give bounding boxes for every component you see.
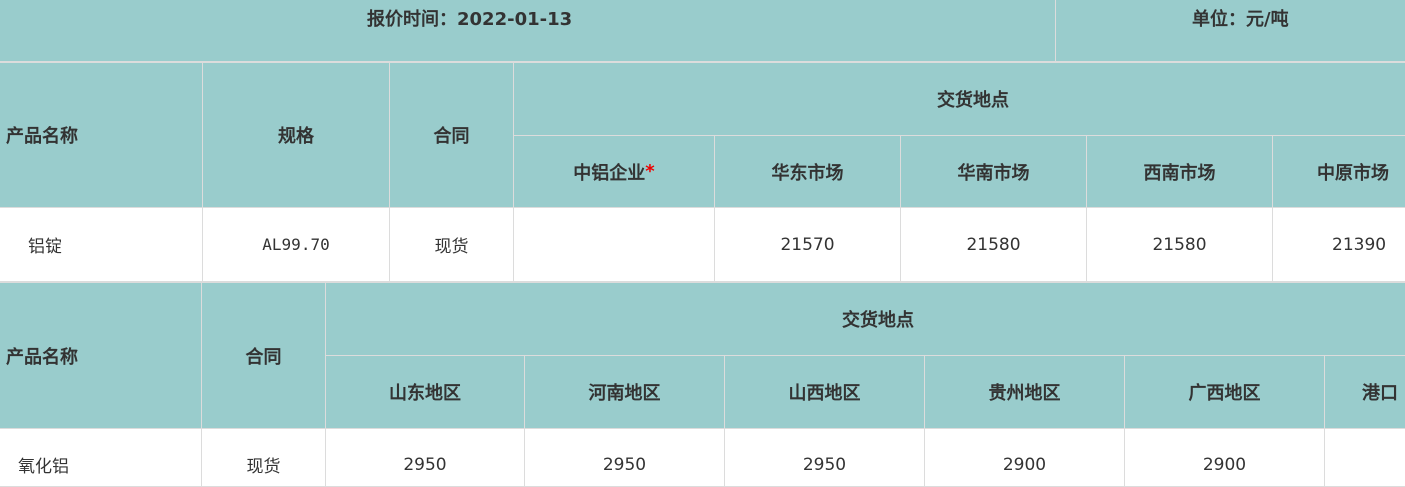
required-star: * [645, 161, 655, 182]
t2-col-delivery: 交货地点 [326, 283, 1405, 356]
t2-price-1: 2950 [525, 429, 725, 487]
t1-row-product: 铝锭 [0, 208, 203, 283]
t2-price-4: 2900 [1125, 429, 1325, 487]
t1-price-1: 21570 [715, 208, 901, 283]
t1-price-2: 21580 [901, 208, 1087, 283]
t2-col-product: 产品名称 [0, 283, 202, 429]
t1-loc-4: 中原市场 [1273, 136, 1405, 208]
t1-col-delivery: 交货地点 [514, 63, 1405, 136]
quote-time: 报价时间：2022-01-13 [367, 9, 573, 30]
t1-loc-1: 华东市场 [715, 136, 901, 208]
t2-row-product: 氧化铝 [0, 429, 202, 487]
t1-price-0 [514, 208, 715, 283]
t2-price-3: 2900 [925, 429, 1125, 487]
unit-label: 单位：元/吨 [1192, 9, 1289, 30]
t2-loc-3: 贵州地区 [925, 356, 1125, 429]
t1-col-spec: 规格 [203, 63, 390, 208]
t2-col-contract: 合同 [202, 283, 326, 429]
t1-col-contract: 合同 [390, 63, 514, 208]
t1-loc-0: 中铝企业 * [514, 136, 715, 208]
t2-price-5 [1325, 429, 1405, 487]
t2-loc-0: 山东地区 [326, 356, 525, 429]
t2-loc-1: 河南地区 [525, 356, 725, 429]
quote-time-cell: 报价时间：2022-01-13 [0, 0, 1056, 63]
t2-loc-2: 山西地区 [725, 356, 925, 429]
t2-row-contract: 现货 [202, 429, 326, 487]
t1-price-3: 21580 [1087, 208, 1273, 283]
t1-col-product: 产品名称 [0, 63, 203, 208]
t1-row-contract: 现货 [390, 208, 514, 283]
t1-loc-2: 华南市场 [901, 136, 1087, 208]
unit-cell: 单位：元/吨 [1056, 0, 1405, 63]
t2-loc-5: 港口 [1325, 356, 1405, 429]
t1-price-4: 21390 [1273, 208, 1405, 283]
t2-price-0: 2950 [326, 429, 525, 487]
t2-loc-4: 广西地区 [1125, 356, 1325, 429]
t1-loc-3: 西南市场 [1087, 136, 1273, 208]
t2-price-2: 2950 [725, 429, 925, 487]
t1-row-spec: AL99.70 [203, 208, 390, 283]
